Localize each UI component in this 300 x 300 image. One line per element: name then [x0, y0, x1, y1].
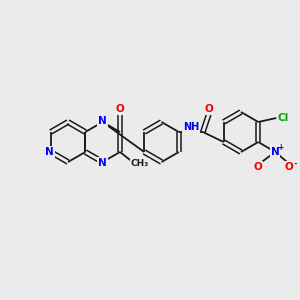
Text: O: O	[116, 104, 124, 114]
Text: N: N	[45, 147, 54, 157]
Text: CH₃: CH₃	[131, 158, 149, 167]
Text: +: +	[277, 143, 283, 152]
Text: Cl: Cl	[278, 113, 289, 123]
Text: NH: NH	[183, 122, 199, 132]
Text: O: O	[285, 162, 294, 172]
Text: O: O	[205, 104, 213, 114]
Text: N: N	[271, 147, 280, 157]
Text: -: -	[293, 160, 297, 169]
Text: O: O	[254, 162, 263, 172]
Text: N: N	[98, 116, 107, 126]
Text: N: N	[98, 158, 107, 168]
